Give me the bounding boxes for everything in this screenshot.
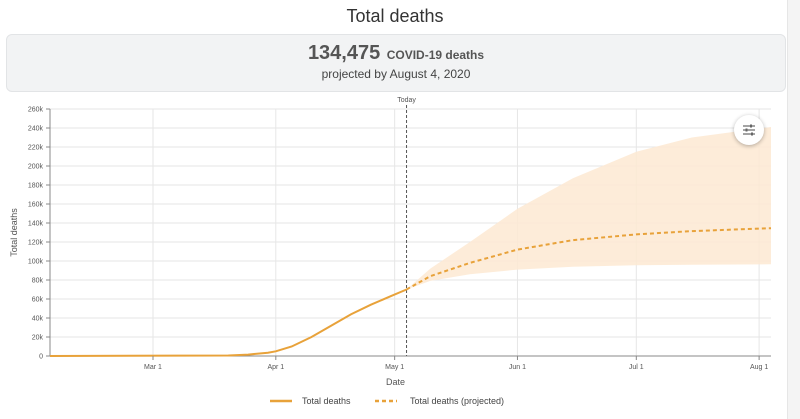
y-tick-label: 220k: [28, 145, 44, 152]
summary-headline: 134,475 COVID-19 deaths: [7, 42, 785, 65]
x-tick-label: Jul 1: [629, 364, 644, 371]
series-line-total-deaths[interactable]: [49, 288, 407, 357]
projected-deaths-value: 134,475: [307, 42, 381, 64]
page-scrollbar[interactable]: [787, 0, 800, 419]
y-tick-label: 160k: [28, 202, 44, 209]
y-tick-label: 0: [39, 354, 43, 361]
uncertainty-band: [406, 127, 771, 290]
page-title: Total deaths: [346, 6, 444, 26]
y-tick-label: 60k: [32, 297, 44, 304]
legend-item-projected[interactable]: Total deaths (projected): [375, 396, 504, 406]
x-tick-label: Mar 1: [144, 364, 162, 371]
legend-item-total-deaths[interactable]: Total deaths: [270, 396, 351, 406]
today-label: Today: [397, 97, 416, 104]
x-tick-label: Jun 1: [509, 364, 526, 371]
x-tick-label: Aug 1: [750, 364, 768, 371]
y-tick-label: 200k: [28, 164, 44, 171]
y-tick-label: 100k: [28, 259, 44, 266]
y-tick-label: 20k: [32, 335, 44, 342]
y-tick-label: 80k: [32, 278, 44, 285]
y-tick-label: 40k: [32, 316, 44, 323]
projection-date-text: projected by August 4, 2020: [321, 67, 471, 81]
x-axis-ticks: Mar 1 Apr 1 May 1 Jun 1 Jul 1 Aug 1: [144, 356, 768, 371]
y-tick-label: 260k: [28, 107, 44, 114]
sliders-icon: [743, 124, 755, 136]
y-tick-label: 120k: [28, 240, 44, 247]
y-tick-label: 140k: [28, 221, 44, 228]
y-tick-label: 180k: [28, 183, 44, 190]
y-tick-label: 240k: [28, 126, 44, 133]
x-tick-label: May 1: [385, 364, 404, 371]
y-axis-ticks: 0 20k 40k 60k 80k 100k 120k 140k 160k 180k 200k 220…: [28, 107, 50, 361]
summary-box: 134,475 COVID-19 deaths projected by Aug…: [6, 34, 786, 92]
legend: Total deaths Total deaths (projected): [270, 396, 504, 406]
legend-label-total-deaths: Total deaths: [302, 396, 351, 406]
projected-deaths-unit: COVID-19 deaths: [386, 48, 485, 62]
y-axis-title: Total deaths: [9, 208, 19, 257]
chart-settings-button[interactable]: [734, 115, 764, 145]
legend-label-projected: Total deaths (projected): [410, 396, 504, 406]
total-deaths-chart: Today 0 20k 40k 60k 80k 100k 120k 140k 160k 180k 2…: [9, 97, 772, 406]
x-axis-title: Date: [386, 377, 405, 387]
x-tick-label: Apr 1: [267, 364, 284, 371]
